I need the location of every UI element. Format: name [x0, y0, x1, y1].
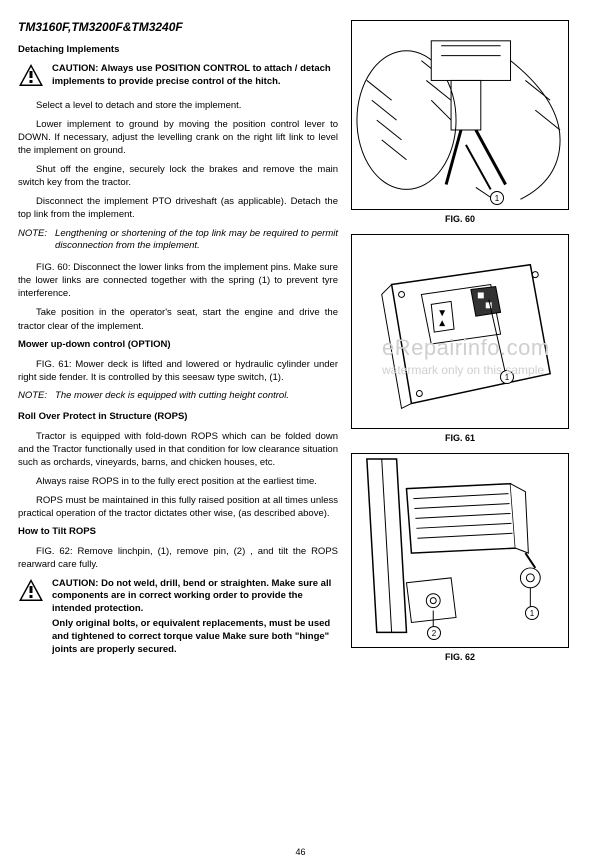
paragraph: Select a level to detach and store the i… — [18, 99, 338, 112]
paragraph: ROPS must be maintained in this fully ra… — [18, 494, 338, 520]
manual-page: TM3160F,TM3200F&TM3240F Detaching Implem… — [0, 0, 601, 676]
page-number: 46 — [0, 847, 601, 857]
document-title: TM3160F,TM3200F&TM3240F — [18, 20, 338, 34]
warning-triangle-icon — [18, 578, 44, 602]
callout-1: 1 — [500, 370, 514, 384]
section-heading-mower: Mower up-down control (OPTION) — [18, 339, 338, 350]
tractor-hitch-illustration — [352, 21, 568, 209]
caution-block-1: CAUTION: Always use POSITION CONTROL to … — [18, 63, 338, 89]
figure-60-caption: FIG. 60 — [445, 214, 475, 224]
section-heading-detaching: Detaching Implements — [18, 44, 338, 55]
caution-text-2b: Only original bolts, or equivalent repla… — [52, 618, 338, 656]
figure-62-image: 1 2 — [351, 453, 569, 648]
figure-62: 1 2 FIG. 62 — [350, 453, 570, 666]
warning-triangle-icon — [18, 63, 44, 87]
paragraph: Disconnect the implement PTO driveshaft … — [18, 195, 338, 221]
paragraph: Shut off the engine, securely lock the b… — [18, 163, 338, 189]
switch-panel-illustration — [352, 235, 568, 428]
caution-text-2: CAUTION: Do not weld, drill, bend or str… — [52, 578, 338, 657]
figure-60: 1 FIG. 60 — [350, 20, 570, 228]
note-block-1: NOTE: Lengthening or shortening of the t… — [18, 228, 338, 254]
note-block-2: NOTE: The mower deck is equipped with cu… — [18, 390, 338, 403]
caution-text-1: CAUTION: Always use POSITION CONTROL to … — [52, 63, 338, 89]
paragraph: Lower implement to ground by moving the … — [18, 118, 338, 157]
caution-text-2a: CAUTION: Do not weld, drill, bend or str… — [52, 578, 338, 616]
text-column: TM3160F,TM3200F&TM3240F Detaching Implem… — [18, 20, 338, 666]
figure-61-image: 1 eRepairinfo.com watermark only on this… — [351, 234, 569, 429]
note-label: NOTE: — [18, 390, 47, 403]
paragraph: Always raise ROPS in to the fully erect … — [18, 475, 338, 488]
paragraph: Tractor is equipped with fold-down ROPS … — [18, 430, 338, 469]
paragraph: FIG. 60: Disconnect the lower links from… — [18, 261, 338, 300]
section-heading-tilt: How to Tilt ROPS — [18, 526, 338, 537]
callout-1: 1 — [525, 606, 539, 620]
figure-62-caption: FIG. 62 — [445, 652, 475, 662]
note-body: Lengthening or shortening of the top lin… — [55, 228, 338, 254]
callout-1: 1 — [490, 191, 504, 205]
figure-61: 1 eRepairinfo.com watermark only on this… — [350, 234, 570, 447]
paragraph: FIG. 61: Mower deck is lifted and lowere… — [18, 358, 338, 384]
paragraph: Take position in the operator's seat, st… — [18, 306, 338, 332]
note-body: The mower deck is equipped with cutting … — [55, 390, 289, 403]
figure-60-image: 1 — [351, 20, 569, 210]
paragraph: FIG. 62: Remove linchpin, (1), remove pi… — [18, 545, 338, 571]
caution-block-2: CAUTION: Do not weld, drill, bend or str… — [18, 578, 338, 657]
callout-2: 2 — [427, 626, 441, 640]
figure-column: 1 FIG. 60 — [350, 20, 570, 666]
section-heading-rops: Roll Over Protect in Structure (ROPS) — [18, 411, 338, 422]
figure-61-caption: FIG. 61 — [445, 433, 475, 443]
note-label: NOTE: — [18, 228, 47, 254]
